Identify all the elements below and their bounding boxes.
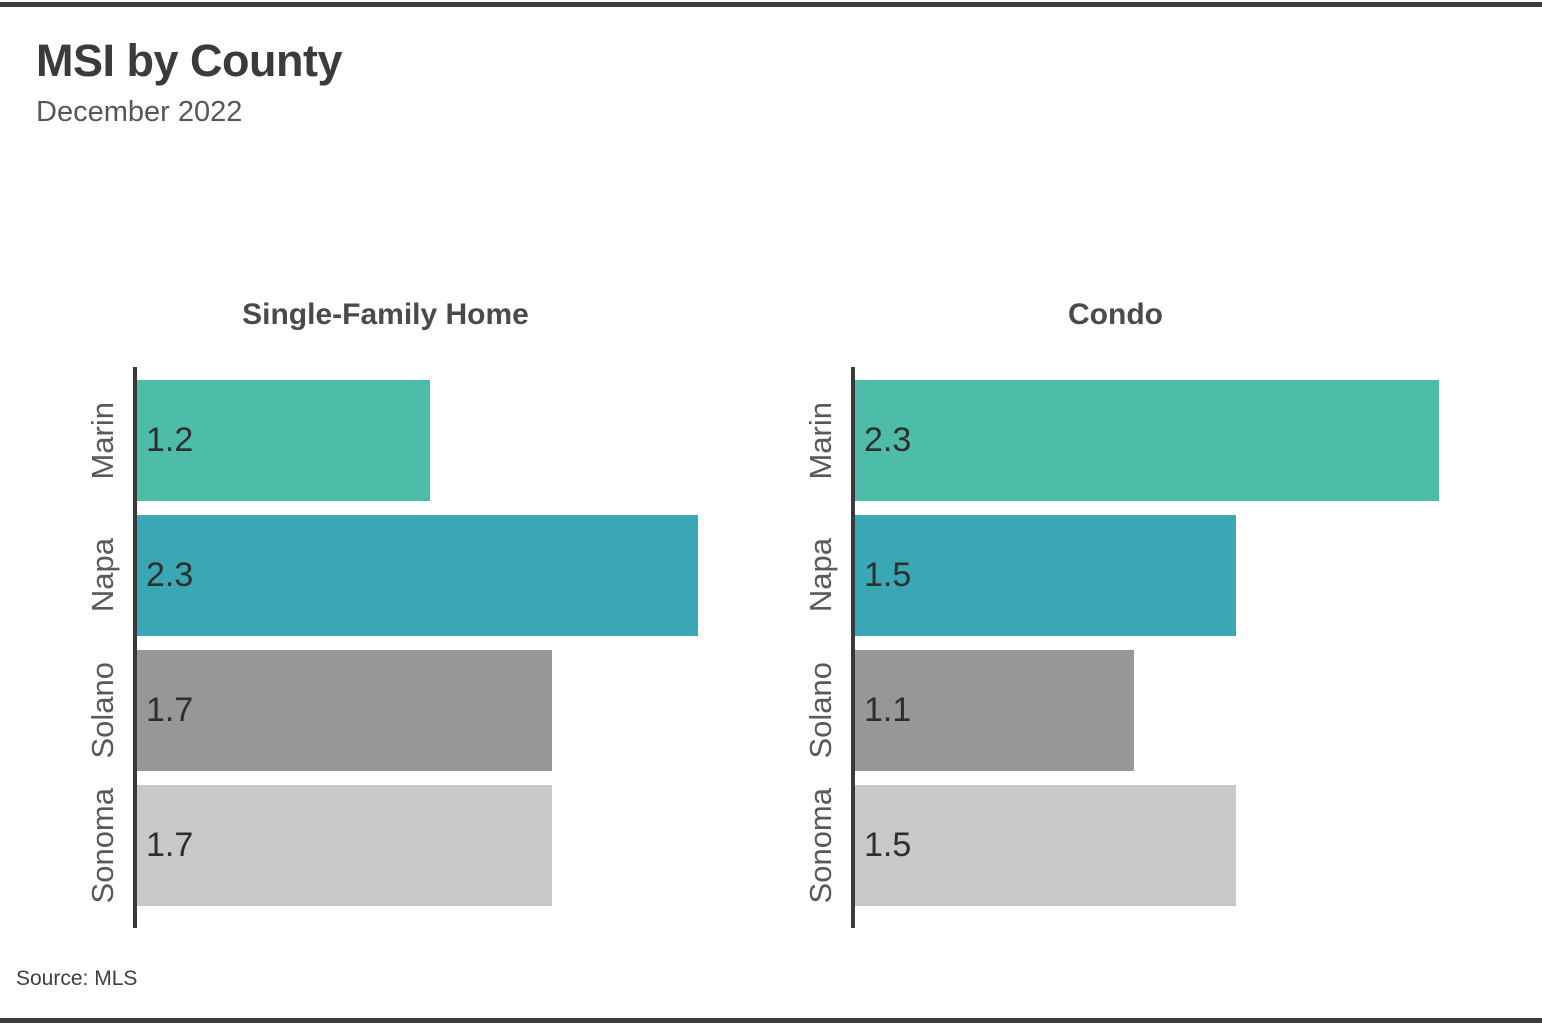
value-label-marin: 2.3 — [864, 421, 912, 459]
category-label-text: Sonoma — [85, 787, 120, 904]
source-note: Source: MLS — [16, 967, 138, 990]
bar-solano: 1.1 — [855, 650, 1135, 771]
page-title: MSI by County — [36, 35, 343, 86]
chart-title-condo: Condo — [1068, 298, 1163, 331]
bar-row-solano: Solano 1.7 — [36, 650, 735, 771]
bar-marin: 2.3 — [855, 380, 1439, 501]
bar-row-solano: Solano 1.1 — [754, 650, 1477, 771]
value-label-marin: 1.2 — [146, 421, 194, 459]
top-divider — [0, 2, 1542, 7]
category-label-text: Napa — [85, 538, 120, 613]
bar-row-sonoma: Sonoma 1.7 — [36, 785, 735, 906]
bar-solano: 1.7 — [137, 650, 552, 771]
bar-row-napa: Napa 2.3 — [36, 515, 735, 636]
category-label-napa: Napa — [754, 515, 855, 636]
bar-track-solano: 1.1 — [855, 650, 1477, 771]
report-header: MSI by County December 2022 — [36, 35, 343, 129]
category-label-solano: Solano — [754, 650, 855, 771]
bar-track-sonoma: 1.5 — [855, 785, 1477, 906]
bar-marin: 1.2 — [137, 380, 430, 501]
value-label-napa: 2.3 — [146, 556, 194, 594]
chart-condo: Condo Marin 2.3 Napa 1.5 Solano 1.1 Sonoma 1.5 — [735, 293, 1542, 928]
category-label-marin: Marin — [754, 380, 855, 501]
plot-single-family: Marin 1.2 Napa 2.3 Solano 1.7 Sonoma 1.7 — [36, 367, 735, 928]
category-label-text: Marin — [85, 401, 120, 480]
category-label-text: Solano — [803, 662, 838, 759]
bar-napa: 1.5 — [855, 515, 1236, 636]
bar-track-napa: 2.3 — [137, 515, 735, 636]
category-label-text: Napa — [803, 538, 838, 613]
value-label-sonoma: 1.7 — [146, 826, 194, 864]
category-label-marin: Marin — [36, 380, 137, 501]
category-label-sonoma: Sonoma — [754, 785, 855, 906]
bar-row-marin: Marin 1.2 — [36, 380, 735, 501]
plot-condo: Marin 2.3 Napa 1.5 Solano 1.1 Sonoma 1.5 — [754, 367, 1477, 928]
value-label-solano: 1.1 — [864, 691, 912, 729]
category-label-napa: Napa — [36, 515, 137, 636]
category-label-sonoma: Sonoma — [36, 785, 137, 906]
value-label-sonoma: 1.5 — [864, 826, 912, 864]
bottom-divider — [0, 1018, 1542, 1023]
category-label-solano: Solano — [36, 650, 137, 771]
chart-title-single-family: Single-Family Home — [242, 298, 529, 331]
bar-track-sonoma: 1.7 — [137, 785, 735, 906]
category-label-text: Solano — [85, 662, 120, 759]
bar-row-marin: Marin 2.3 — [754, 380, 1477, 501]
bar-row-sonoma: Sonoma 1.5 — [754, 785, 1477, 906]
value-label-napa: 1.5 — [864, 556, 912, 594]
bar-napa: 2.3 — [137, 515, 699, 636]
bar-track-marin: 2.3 — [855, 380, 1477, 501]
bar-track-marin: 1.2 — [137, 380, 735, 501]
chart-single-family-home: Single-Family Home Marin 1.2 Napa 2.3 Solano… — [0, 293, 735, 928]
value-label-solano: 1.7 — [146, 691, 194, 729]
bar-row-napa: Napa 1.5 — [754, 515, 1477, 636]
bar-track-solano: 1.7 — [137, 650, 735, 771]
page-subtitle: December 2022 — [36, 95, 243, 128]
category-label-text: Marin — [803, 401, 838, 480]
bar-sonoma: 1.5 — [855, 785, 1236, 906]
bar-track-napa: 1.5 — [855, 515, 1477, 636]
bar-sonoma: 1.7 — [137, 785, 552, 906]
charts-row: Single-Family Home Marin 1.2 Napa 2.3 Solano… — [0, 293, 1542, 928]
category-label-text: Sonoma — [803, 787, 838, 904]
